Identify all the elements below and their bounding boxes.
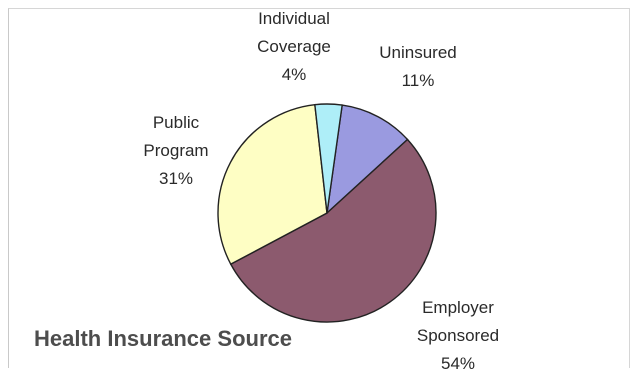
pie-slice-individual-coverage <box>314 103 343 214</box>
slice-label-public-program: Public Program 31% <box>143 113 208 188</box>
pie-slice-employer-sponsored <box>229 138 437 323</box>
slice-label-uninsured: Uninsured 11% <box>379 43 457 90</box>
slice-label-employer-sponsored: Employer Sponsored 54% <box>417 298 499 369</box>
pie-slices <box>217 103 437 323</box>
pie-slice-public-program <box>217 103 328 266</box>
pie-slice-uninsured <box>326 104 409 215</box>
slice-label-individual-coverage: Individual Coverage 4% <box>257 9 331 84</box>
slice-labels: Uninsured 11% Employer Sponsored 54% Public Pr… <box>143 9 499 369</box>
chart-title: Health Insurance Source <box>34 326 292 351</box>
